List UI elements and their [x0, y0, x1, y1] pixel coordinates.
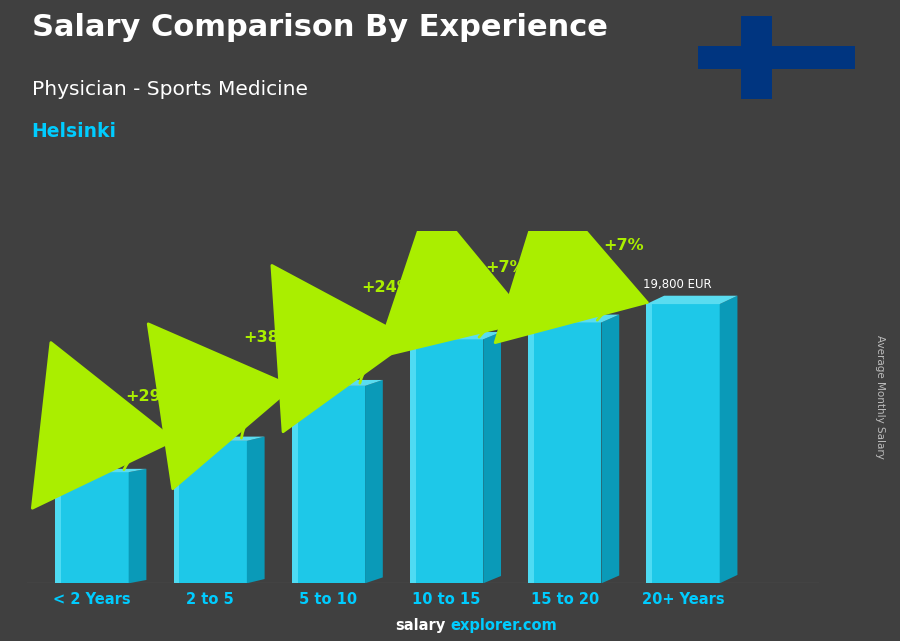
FancyArrowPatch shape	[495, 183, 647, 343]
Text: 10,100 EUR: 10,100 EUR	[170, 419, 238, 432]
Text: salary: salary	[395, 619, 446, 633]
Bar	[528, 322, 534, 583]
Polygon shape	[410, 332, 501, 339]
Text: 14,000 EUR: 14,000 EUR	[288, 362, 357, 376]
Polygon shape	[646, 296, 737, 304]
Text: +38%: +38%	[244, 330, 295, 345]
FancyArrowPatch shape	[376, 199, 529, 358]
Text: 7,880 EUR: 7,880 EUR	[52, 451, 112, 464]
Polygon shape	[720, 296, 737, 583]
FancyArrowPatch shape	[32, 342, 174, 508]
Bar	[698, 46, 855, 69]
Polygon shape	[129, 469, 147, 583]
Text: explorer.com: explorer.com	[450, 619, 557, 633]
Bar	[742, 16, 772, 99]
FancyArrowPatch shape	[148, 324, 292, 488]
Polygon shape	[174, 437, 265, 441]
Polygon shape	[247, 437, 265, 583]
Text: +29%: +29%	[125, 389, 177, 404]
Text: 19,800 EUR: 19,800 EUR	[643, 278, 712, 291]
Polygon shape	[483, 332, 501, 583]
Text: 18,500 EUR: 18,500 EUR	[525, 297, 593, 310]
Bar	[292, 386, 298, 583]
Text: Salary Comparison By Experience: Salary Comparison By Experience	[32, 13, 608, 42]
Text: Helsinki: Helsinki	[32, 122, 116, 141]
Text: +7%: +7%	[485, 260, 526, 275]
Bar	[56, 472, 61, 583]
Polygon shape	[601, 315, 619, 583]
Text: +7%: +7%	[604, 238, 644, 253]
Bar	[292, 386, 365, 583]
Polygon shape	[292, 380, 382, 386]
Polygon shape	[528, 315, 619, 322]
Text: Physician - Sports Medicine: Physician - Sports Medicine	[32, 80, 308, 99]
Text: +24%: +24%	[362, 280, 413, 296]
FancyArrowPatch shape	[272, 265, 410, 432]
Bar	[646, 304, 652, 583]
Bar	[174, 441, 179, 583]
Bar	[528, 322, 601, 583]
Bar	[646, 304, 720, 583]
Bar	[410, 339, 416, 583]
Text: Average Monthly Salary: Average Monthly Salary	[875, 335, 886, 460]
Bar	[56, 472, 129, 583]
Bar	[174, 441, 247, 583]
Text: 17,300 EUR: 17,300 EUR	[407, 315, 475, 328]
Polygon shape	[56, 469, 147, 472]
Bar	[410, 339, 483, 583]
Polygon shape	[365, 380, 382, 583]
